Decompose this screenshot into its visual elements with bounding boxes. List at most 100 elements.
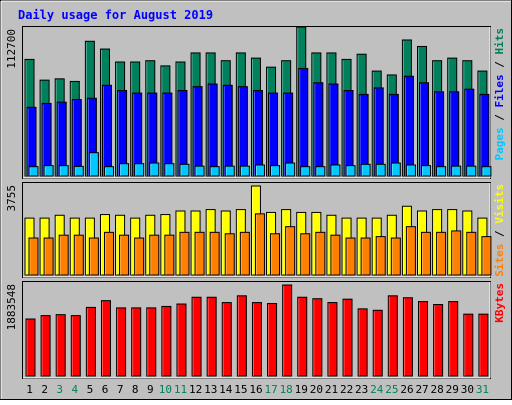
y-axis-label-separator: /: [493, 108, 506, 128]
bar-sites-day-28: [436, 231, 447, 276]
bar-pages-day-14: [224, 165, 235, 177]
bar-pages-day-23: [360, 163, 371, 177]
bar-sites-day-31: [481, 236, 492, 276]
bar-kbytes-day-6: [100, 300, 111, 377]
bar-pages-day-8: [134, 163, 145, 177]
bar-pages-day-5: [88, 152, 99, 177]
bar-pages-day-29: [451, 165, 462, 177]
bar-kbytes-day-19: [297, 296, 308, 377]
bar-pages-day-13: [209, 166, 220, 177]
x-tick-label-day-29: 29: [446, 383, 459, 396]
bar-sites-day-24: [375, 236, 386, 276]
bar-pages-day-17: [270, 165, 281, 177]
bar-kbytes-day-13: [206, 296, 217, 377]
bar-pages-day-12: [194, 165, 205, 177]
bar-sites-day-13: [209, 231, 220, 276]
bar-pages-day-15: [239, 165, 250, 177]
y-axis-label-sites: Sites: [493, 244, 506, 277]
bar-kbytes-day-29: [448, 301, 459, 377]
bar-sites-day-7: [119, 234, 130, 276]
x-tick-label-day-1: 1: [26, 383, 33, 396]
x-tick-label-day-21: 21: [325, 383, 338, 396]
x-tick-label-day-30: 30: [461, 383, 474, 396]
x-tick-label-day-5: 5: [87, 383, 94, 396]
bar-kbytes-day-8: [131, 307, 142, 377]
bar-pages-day-21: [330, 164, 341, 177]
x-tick-label-day-15: 15: [234, 383, 247, 396]
bar-sites-day-5: [88, 237, 99, 276]
bar-kbytes-day-3: [55, 314, 66, 377]
x-tick-label-day-31: 31: [476, 383, 489, 396]
x-tick-label-day-6: 6: [102, 383, 109, 396]
x-tick-label-day-26: 26: [400, 383, 413, 396]
bar-sites-day-18: [285, 226, 296, 276]
bar-kbytes-day-23: [357, 308, 368, 377]
x-tick-label-day-22: 22: [340, 383, 353, 396]
bar-pages-day-4: [73, 165, 84, 177]
x-tick-label-day-27: 27: [415, 383, 428, 396]
y-axis-label-hits-files-pages: Pages / Files / Hits: [493, 28, 506, 161]
bar-pages-day-25: [390, 162, 401, 177]
bar-kbytes-day-10: [161, 305, 172, 377]
bar-kbytes-day-24: [372, 309, 383, 377]
bar-pages-day-2: [43, 165, 54, 177]
x-tick-label-day-16: 16: [249, 383, 262, 396]
bar-pages-day-28: [436, 166, 447, 177]
bar-sites-day-15: [239, 231, 250, 276]
x-tick-label-day-20: 20: [310, 383, 323, 396]
x-tick-label-day-11: 11: [174, 383, 187, 396]
bar-pages-day-7: [119, 163, 130, 177]
bar-kbytes-day-2: [40, 315, 51, 377]
bar-pages-day-9: [149, 162, 160, 177]
bar-pages-day-31: [481, 166, 492, 177]
bar-sites-day-6: [103, 231, 114, 276]
bar-sites-day-17: [270, 233, 281, 276]
bar-kbytes-day-16: [251, 302, 262, 377]
bar-sites-day-27: [421, 231, 432, 276]
x-tick-label-day-3: 3: [56, 383, 63, 396]
y-max-label-visits-sites: 3755: [5, 185, 18, 212]
x-tick-label-day-8: 8: [132, 383, 139, 396]
bar-sites-day-19: [300, 233, 311, 276]
bar-sites-day-8: [134, 237, 145, 276]
x-tick-label-day-12: 12: [189, 383, 202, 396]
bar-pages-day-16: [254, 164, 265, 177]
bar-sites-day-21: [330, 234, 341, 276]
bar-kbytes-day-5: [85, 306, 96, 377]
bar-kbytes-day-22: [342, 298, 353, 377]
y-axis-label-kbytes: KBytes: [493, 283, 506, 323]
bar-pages-day-10: [164, 163, 175, 177]
y-axis-label-visits-sites: Sites / Visits: [493, 184, 506, 277]
bar-kbytes-day-25: [387, 295, 398, 377]
bar-sites-day-25: [390, 237, 401, 276]
bar-kbytes-day-18: [282, 284, 293, 377]
bar-kbytes-day-11: [176, 303, 187, 377]
bar-sites-day-20: [315, 231, 326, 276]
x-tick-label-day-7: 7: [117, 383, 124, 396]
x-tick-label-day-18: 18: [280, 383, 293, 396]
bar-sites-day-4: [73, 234, 84, 276]
bar-pages-day-27: [421, 165, 432, 177]
bar-sites-day-23: [360, 237, 371, 276]
x-tick-label-day-23: 23: [355, 383, 368, 396]
bar-pages-day-20: [315, 166, 326, 177]
bar-kbytes-day-20: [312, 298, 323, 377]
bar-pages-day-3: [58, 165, 69, 177]
bar-pages-day-22: [345, 165, 356, 177]
bar-pages-day-26: [405, 164, 416, 177]
x-tick-label-day-4: 4: [72, 383, 79, 396]
y-max-label-kbytes: 1883548: [5, 284, 18, 330]
x-tick-label-day-19: 19: [295, 383, 308, 396]
bar-sites-day-12: [194, 231, 205, 276]
y-axis-label-visits: Visits: [493, 184, 506, 224]
bar-kbytes-day-17: [267, 303, 278, 377]
y-axis-label-separator: /: [493, 55, 506, 75]
bar-pages-day-19: [300, 166, 311, 177]
x-tick-label-day-24: 24: [370, 383, 384, 396]
bar-sites-day-1: [28, 237, 39, 276]
bar-pages-day-1: [28, 166, 39, 177]
y-axis-label-separator: /: [493, 224, 506, 244]
bar-kbytes-day-1: [25, 318, 36, 377]
